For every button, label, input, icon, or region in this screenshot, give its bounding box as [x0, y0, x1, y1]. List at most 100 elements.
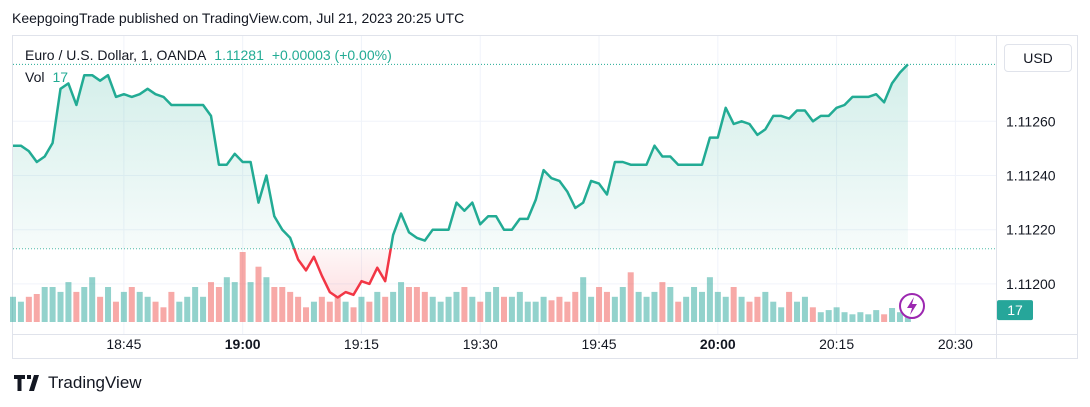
volume-bar — [635, 291, 642, 322]
volume-bar — [603, 291, 610, 322]
x-tick-label: 18:45 — [106, 336, 141, 352]
brand-logo — [14, 375, 39, 391]
volume-bar — [896, 312, 903, 322]
volume-bar — [89, 277, 96, 322]
volume-bar — [477, 301, 484, 322]
volume-bar — [461, 287, 468, 322]
volume-bar — [223, 277, 230, 322]
last-volume: 17 — [52, 69, 69, 85]
volume-bar — [207, 282, 214, 322]
volume-bar — [65, 282, 72, 322]
volume-bar — [120, 291, 127, 322]
volume-bar — [366, 301, 373, 322]
volume-bar — [572, 291, 579, 322]
volume-bar — [200, 296, 207, 322]
volume-bar — [588, 296, 595, 322]
volume-bar — [556, 296, 563, 322]
volume-bar — [516, 291, 523, 322]
volume-bar — [770, 301, 777, 322]
volume-bar — [485, 291, 492, 322]
volume-bar — [390, 291, 397, 322]
volume-bar — [825, 310, 832, 322]
volume-bar — [176, 301, 183, 322]
volume-bar — [817, 312, 824, 322]
volume-bar — [841, 312, 848, 322]
volume-bar — [334, 296, 341, 322]
volume-bar — [263, 277, 270, 322]
volume-bar — [706, 277, 713, 322]
legend-price: Euro / U.S. Dollar, 1, OANDA 1.11281 +0.… — [25, 47, 392, 63]
volume-bar — [81, 287, 88, 322]
volume-bar — [596, 287, 603, 322]
volume-bar — [33, 294, 40, 322]
brand-name: TradingView — [48, 373, 142, 392]
volume-bar — [469, 296, 476, 322]
volume-bar — [548, 300, 555, 322]
volume-bar — [279, 287, 286, 322]
volume-bar — [295, 296, 302, 322]
volume-bar — [25, 296, 32, 322]
volume-bar — [794, 301, 801, 322]
volume-badge-label: 17 — [1007, 302, 1023, 318]
change: +0.00003 (+0.00%) — [271, 47, 392, 63]
volume-bar — [73, 291, 80, 322]
brand: TradingView — [14, 373, 142, 393]
volume-bar — [746, 301, 753, 322]
volume-bar — [326, 301, 333, 322]
y-tick-label: 1.11200 — [1006, 276, 1056, 292]
volume-bar — [350, 307, 357, 322]
volume-bar — [786, 291, 793, 322]
x-tick-label: 20:15 — [819, 336, 854, 352]
volume-bar — [303, 307, 310, 322]
volume-bar — [714, 291, 721, 322]
legend-volume: Vol 17 — [25, 69, 68, 85]
volume-bar — [413, 287, 420, 322]
volume-bar — [508, 296, 515, 322]
volume-bar — [105, 287, 112, 322]
volume-bar — [698, 291, 705, 322]
volume-bar — [833, 307, 840, 322]
volume-bar — [683, 296, 690, 322]
volume-bar — [128, 287, 135, 322]
volume-bar — [675, 301, 682, 322]
volume-bar — [160, 307, 167, 322]
volume-bar — [239, 252, 246, 322]
volume-bar — [136, 291, 143, 322]
y-tick-label: 1.11260 — [1006, 113, 1056, 129]
volume-bar — [445, 296, 452, 322]
volume-bar — [374, 291, 381, 322]
volume-bar — [97, 296, 104, 322]
volume-bar — [730, 287, 737, 322]
volume-bar — [255, 266, 262, 322]
volume-bar — [627, 272, 634, 322]
publish-header: KeepgoingTrade published on TradingView.… — [12, 10, 465, 26]
volume-bar — [144, 296, 151, 322]
currency-button[interactable]: USD — [1004, 44, 1072, 72]
volume-bar — [809, 307, 816, 322]
volume-bar — [501, 296, 507, 322]
volume-bar — [192, 287, 199, 322]
volume-bar — [168, 291, 175, 322]
volume-bar — [532, 301, 539, 322]
x-tick-label: 19:30 — [463, 336, 498, 352]
volume-bar — [865, 314, 872, 322]
volume-bar — [881, 314, 888, 322]
volume-bar — [429, 296, 436, 322]
volume-bar — [49, 287, 56, 322]
volume-bar — [691, 287, 698, 322]
volume-bar — [10, 296, 16, 322]
volume-bar — [215, 287, 222, 322]
volume-bar — [247, 282, 254, 322]
x-tick-label: 20:00 — [700, 336, 736, 352]
volume-bar — [152, 301, 159, 322]
volume-bar — [849, 314, 856, 322]
volume-bar — [873, 310, 880, 322]
volume-bar — [287, 291, 294, 322]
volume-bar — [271, 287, 278, 322]
volume-bar — [659, 282, 666, 322]
volume-bar — [762, 291, 769, 322]
volume-bar — [437, 301, 444, 322]
volume-bar — [778, 307, 785, 322]
volume-bar — [398, 282, 405, 322]
